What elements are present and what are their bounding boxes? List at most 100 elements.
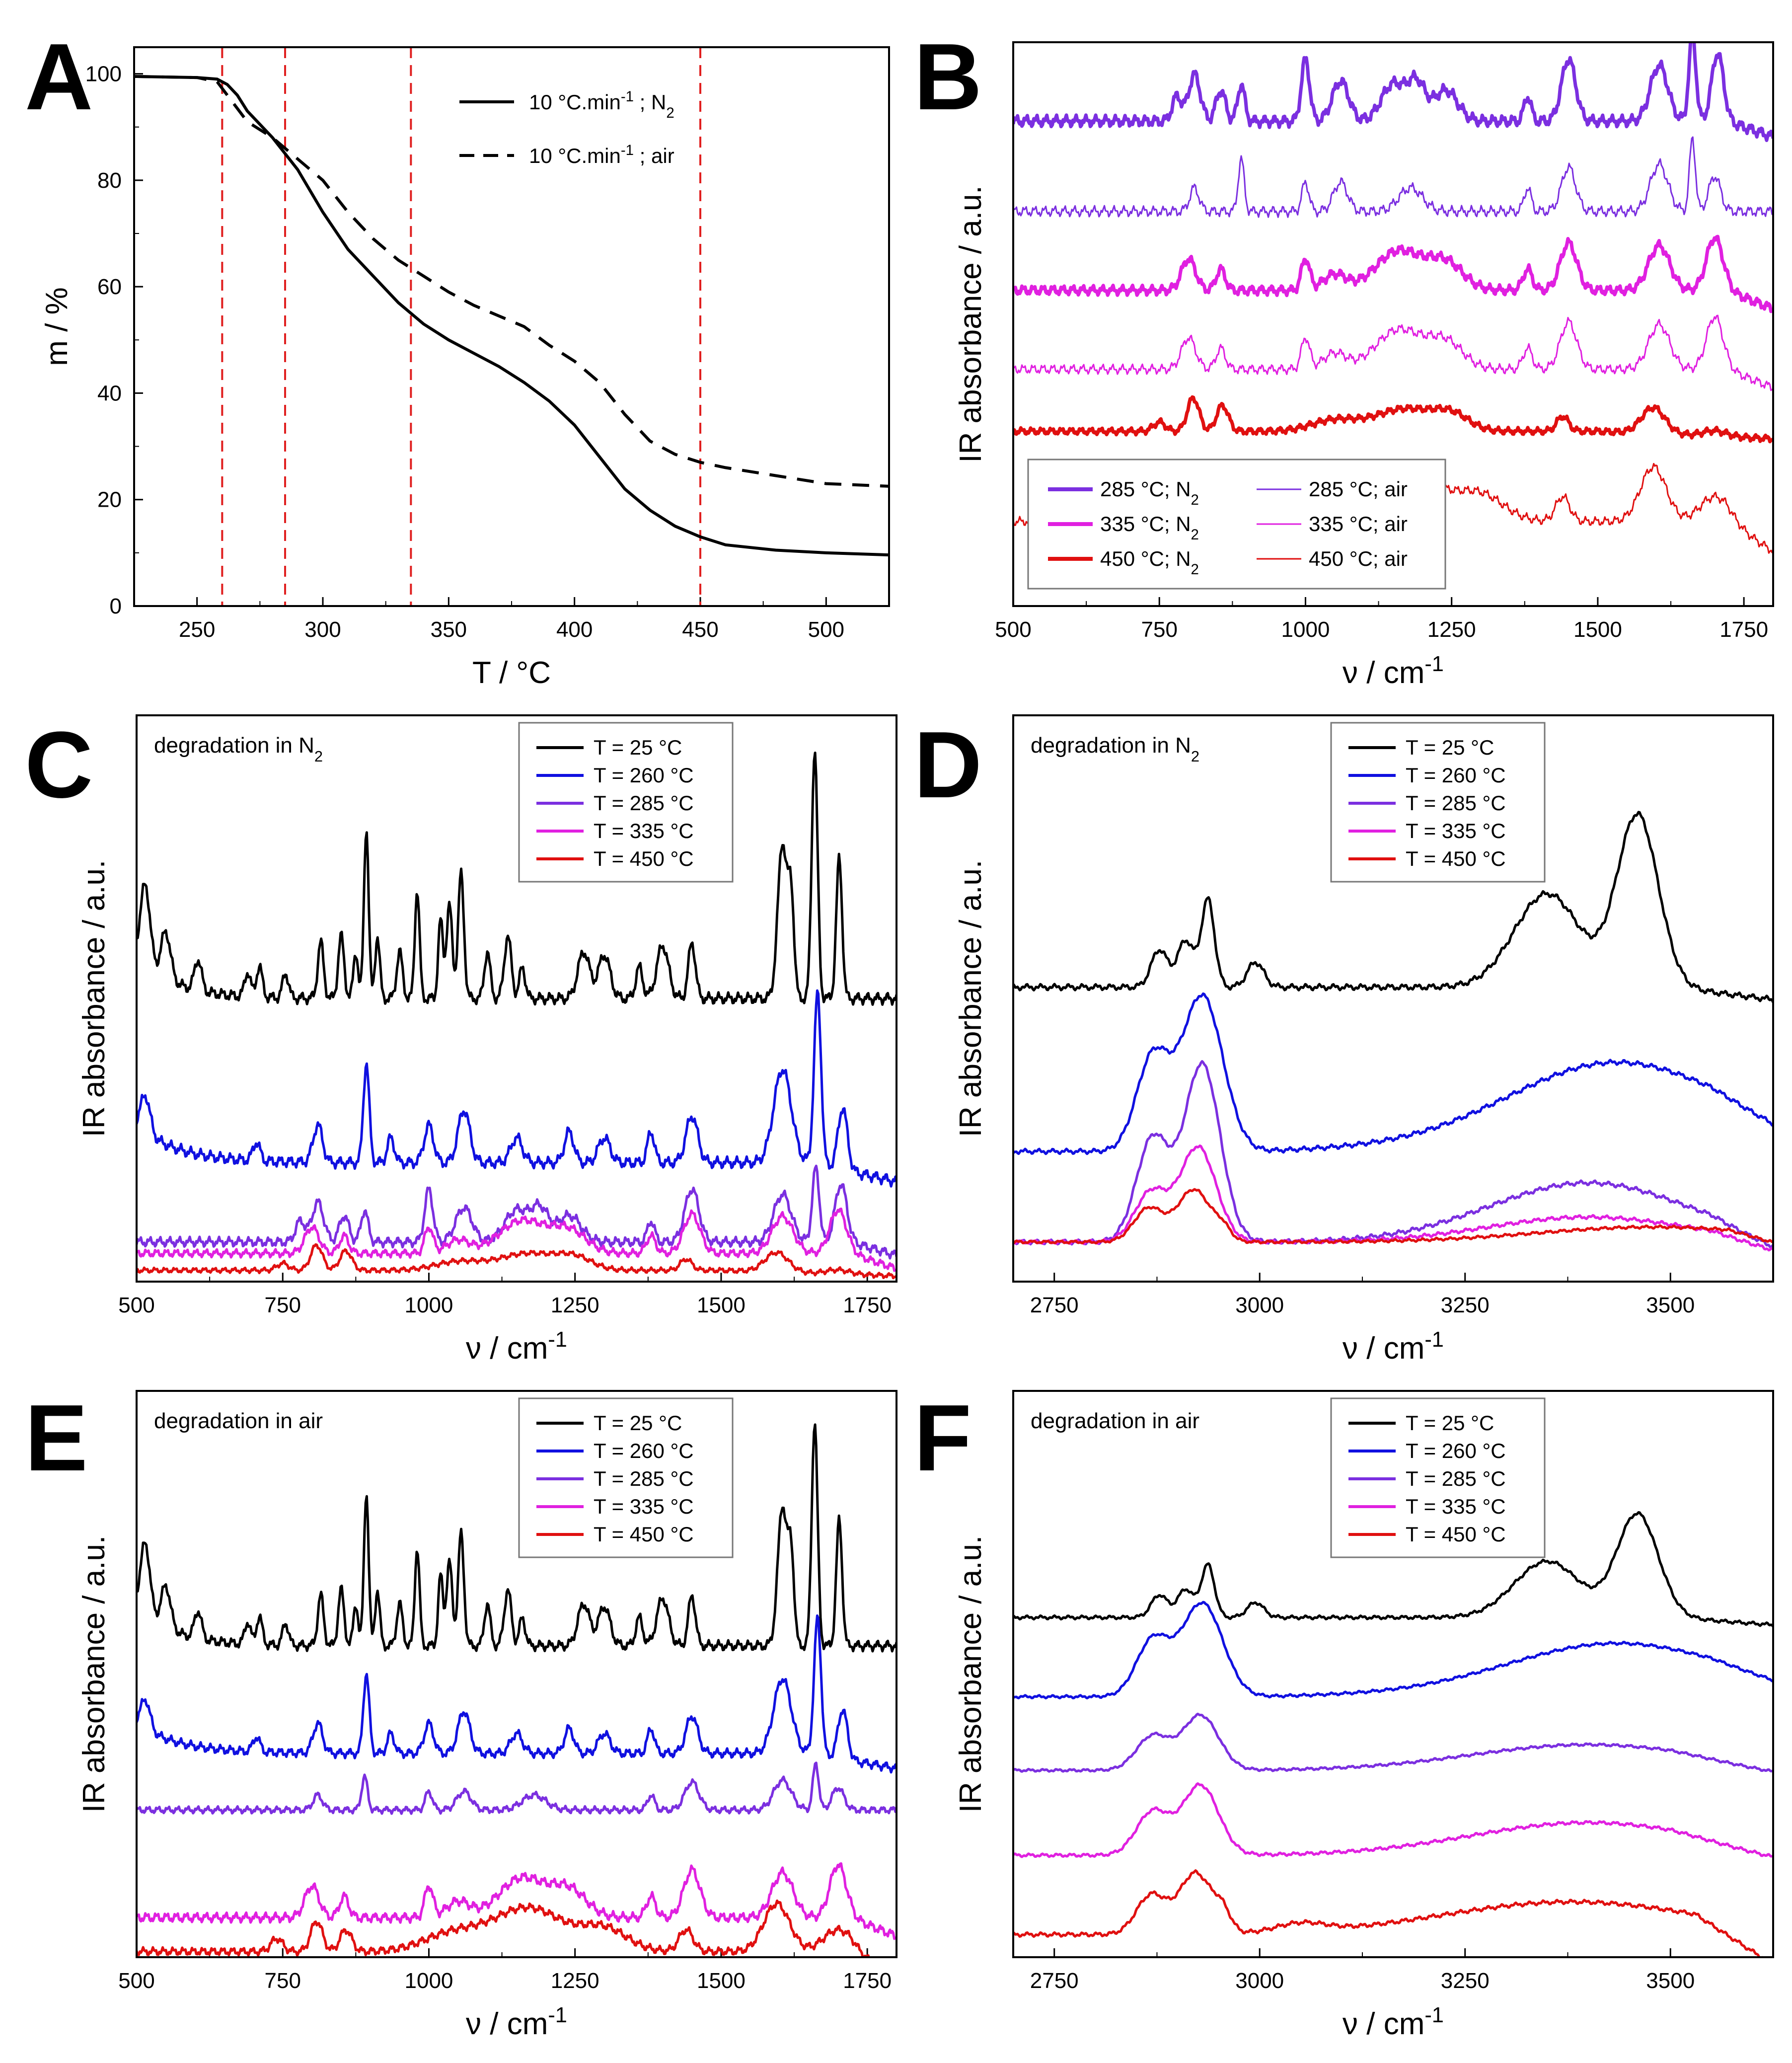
panel-b-xlabel: ν / cm-1 xyxy=(1343,652,1444,690)
panel-a-ylabel: m / % xyxy=(40,287,74,366)
panel-c-ylabel: IR absorbance / a.u. xyxy=(77,860,111,1137)
panel-c-legend-label: T = 335 °C xyxy=(594,819,694,842)
panel-a-xtick-label: 500 xyxy=(808,617,844,642)
panel-a-xlabel-part: T / °C xyxy=(472,656,551,690)
panel-e-series-2 xyxy=(137,1761,896,1815)
panel-d-annotation: degradation in N2 xyxy=(1031,733,1199,765)
panel-e-xtick-label: 1250 xyxy=(551,1969,599,1993)
panel-f-series-2 xyxy=(1013,1712,1773,1773)
panel-f-series-1 xyxy=(1013,1601,1773,1700)
panel-b-legend-label: 335 °C; N2 xyxy=(1100,512,1199,543)
panel-d-legend-label: T = 335 °C xyxy=(1406,819,1506,842)
panel-e-xlabel: ν / cm-1 xyxy=(466,2003,567,2041)
panel-d-legend-label: T = 285 °C xyxy=(1406,791,1506,815)
panel-e-letter: E xyxy=(25,1385,88,1491)
panel-d-legend-label: T = 25 °C xyxy=(1406,736,1494,759)
panel-f-legend-label: T = 260 °C xyxy=(1406,1439,1506,1462)
panel-a-ytick-label: 60 xyxy=(97,275,122,299)
panel-b-legend-label-part: 2 xyxy=(1191,561,1199,578)
panel-f-annotation-part: degradation in air xyxy=(1031,1409,1199,1433)
panel-b-frame xyxy=(1012,41,1774,607)
panel-c-legend-label: T = 450 °C xyxy=(594,847,694,870)
panel-a-legend-label-part: 10 °C.min xyxy=(529,90,621,114)
panel-a-series-0 xyxy=(134,75,889,557)
panel-e-legend-label: T = 285 °C xyxy=(594,1467,694,1490)
panel-d-legend-label: T = 260 °C xyxy=(1406,764,1506,787)
panel-f: F 2750 3000 3250 3500 ν / cm-1 IR absorbance /… xyxy=(914,1385,1774,2041)
panel-b-xtick-label: 1000 xyxy=(1281,617,1330,642)
panel-a-ytick-label: 0 xyxy=(110,594,122,618)
panel-d: D 2750 3000 3250 3500 ν / cm-1 IR absorbance /… xyxy=(914,712,1774,1366)
panel-f-legend-label: T = 285 °C xyxy=(1406,1467,1506,1490)
panel-d-xlabel: ν / cm-1 xyxy=(1343,1328,1444,1366)
panel-a-ytick-label: 80 xyxy=(97,168,122,193)
panel-a-xtick-label: 400 xyxy=(556,617,593,642)
panel-d-ylabel: IR absorbance / a.u. xyxy=(954,860,988,1137)
panel-a-ytick-label: 40 xyxy=(97,381,122,405)
panel-b-xtick-label: 1250 xyxy=(1427,617,1476,642)
panel-a-ytick-label: 100 xyxy=(85,62,122,86)
panel-e-frame xyxy=(136,1390,897,1958)
panel-b-legend-label-part: 450 °C; N xyxy=(1100,547,1191,570)
panel-e-legend-label: T = 260 °C xyxy=(594,1439,694,1462)
panel-c-xlabel-part: ν / cm xyxy=(466,1331,548,1366)
panel-f-xtick-label: 3250 xyxy=(1441,1969,1490,1993)
panel-f-ylabel: IR absorbance / a.u. xyxy=(954,1535,988,1813)
panel-a-legend-label: 10 °C.min-1 ; air xyxy=(529,142,674,168)
panel-c: C 500 750 1000 1250 1500 1750 ν / cm-1 IR absorb… xyxy=(25,712,897,1366)
panel-f-xtick-label: 2750 xyxy=(1030,1969,1079,1993)
panel-e-legend-label: T = 25 °C xyxy=(594,1411,682,1435)
panel-d-frame xyxy=(1012,714,1774,1283)
panel-a-xtick-label: 450 xyxy=(682,617,718,642)
panel-f-legend-label: T = 25 °C xyxy=(1406,1411,1494,1435)
panel-c-xtick-label: 1250 xyxy=(551,1293,599,1317)
panel-e-series-3 xyxy=(137,1862,896,1940)
panel-c-legend-label: T = 25 °C xyxy=(594,736,682,759)
panel-e-series-0 xyxy=(137,1423,896,1653)
panel-d-series-4 xyxy=(1013,1188,1773,1245)
panel-b-legend-label-part: 2 xyxy=(1191,527,1199,543)
panel-c-series-4 xyxy=(137,1243,896,1280)
panel-f-xlabel-part: ν / cm xyxy=(1343,2007,1424,2041)
panel-d-xtick-label: 3500 xyxy=(1646,1293,1695,1317)
panel-b-xlabel-part: -1 xyxy=(1424,652,1444,676)
panel-f-xlabel-part: -1 xyxy=(1424,2003,1444,2027)
panel-c-annotation: degradation in N2 xyxy=(154,733,323,765)
panel-c-series-2 xyxy=(137,1164,896,1260)
panel-c-frame xyxy=(136,714,897,1283)
panel-c-series-1 xyxy=(137,989,896,1188)
panel-b-xtick-label: 750 xyxy=(1141,617,1178,642)
panel-c-xtick-label: 1000 xyxy=(405,1293,453,1317)
panel-e-legend-label: T = 335 °C xyxy=(594,1495,694,1518)
panel-b-xtick-label: 1500 xyxy=(1573,617,1622,642)
panel-f-xtick-label: 3000 xyxy=(1235,1969,1284,1993)
panel-e-xlabel-part: -1 xyxy=(548,2003,567,2027)
panel-e-series-4 xyxy=(137,1899,870,1957)
panel-e-legend-label: T = 450 °C xyxy=(594,1523,694,1546)
panel-a-xtick-label: 350 xyxy=(431,617,467,642)
panel-a-legend-label: 10 °C.min-1 ; N2 xyxy=(529,88,674,121)
panel-d-xlabel-part: ν / cm xyxy=(1343,1331,1424,1366)
panel-b-legend-label-part: 335 °C; N xyxy=(1100,512,1191,535)
panel-d-series-2 xyxy=(1013,1060,1773,1249)
panel-d-series-3 xyxy=(1013,1144,1773,1252)
panel-f-series-0 xyxy=(1013,1511,1773,1627)
panel-b-legend-label-part: 2 xyxy=(1191,492,1199,508)
panel-a-legend-label-part: ; air xyxy=(634,144,674,167)
panel-e-series-1 xyxy=(137,1614,896,1774)
panel-a: A 250 300 350 400 450 500 0 20 40 60 80 100 T / °C m /… xyxy=(25,24,890,690)
panel-e-ylabel: IR absorbance / a.u. xyxy=(77,1535,111,1813)
panel-b-xtick-label: 1750 xyxy=(1719,617,1768,642)
panel-b-series-2 xyxy=(1013,234,1773,313)
panel-d-series-0 xyxy=(1013,811,1773,1003)
panel-f-series-3 xyxy=(1013,1782,1773,1858)
panel-b-legend-label: 450 °C; air xyxy=(1309,547,1408,570)
panel-b-series-0 xyxy=(1013,42,1773,142)
panel-c-annotation-part: 2 xyxy=(314,748,323,765)
panel-f-xlabel: ν / cm-1 xyxy=(1343,2003,1444,2041)
panel-a-legend-label-part: ; N xyxy=(634,90,666,114)
panel-b-legend-label-part: 450 °C; air xyxy=(1309,547,1408,570)
panel-f-series-4 xyxy=(1013,1869,1768,1957)
panel-b-series-1 xyxy=(1013,136,1773,218)
